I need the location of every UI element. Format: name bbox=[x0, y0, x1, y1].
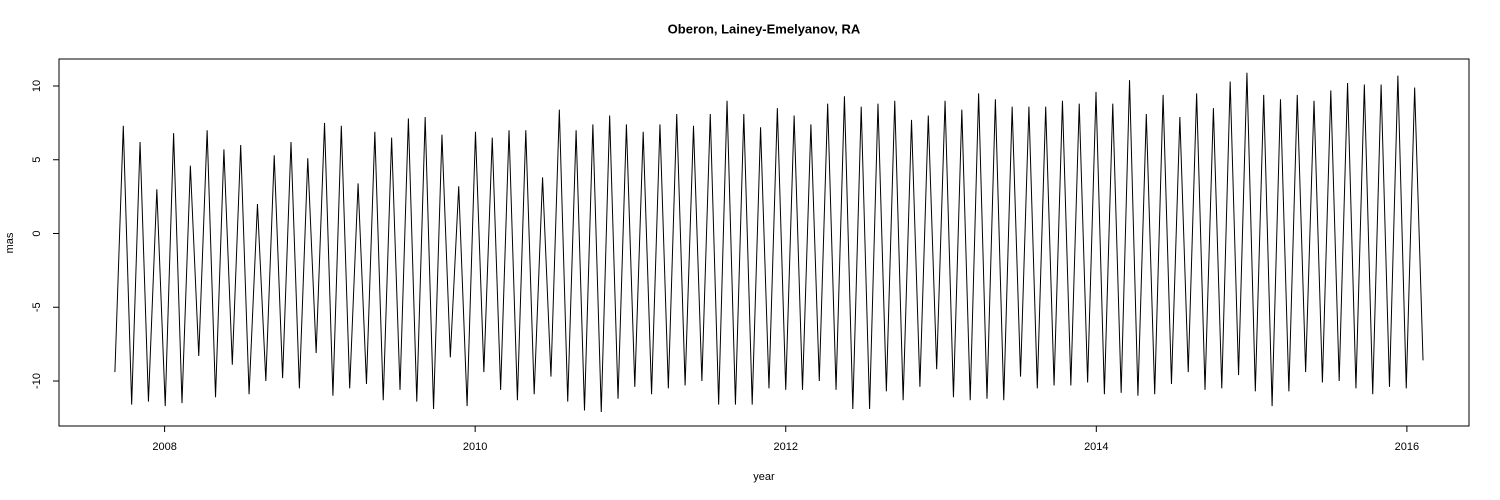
x-tick-label: 2016 bbox=[1395, 441, 1419, 453]
x-tick-label: 2010 bbox=[463, 441, 487, 453]
x-tick-label: 2014 bbox=[1084, 441, 1108, 453]
y-tick-label: 10 bbox=[31, 80, 43, 92]
x-tick-label: 2012 bbox=[773, 441, 797, 453]
plot-frame bbox=[58, 58, 1470, 427]
y-axis-label: mas bbox=[4, 232, 16, 253]
x-tick-label: 2008 bbox=[152, 441, 176, 453]
y-tick-label: 5 bbox=[31, 157, 43, 163]
data-line bbox=[114, 72, 1424, 413]
x-axis-label: year bbox=[753, 471, 775, 483]
chart-title: Oberon, Lainey-Emelyanov, RA bbox=[668, 21, 861, 36]
y-tick-label: 0 bbox=[31, 230, 43, 236]
y-tick-label: -10 bbox=[31, 373, 43, 389]
y-tick-label: -5 bbox=[31, 302, 43, 312]
